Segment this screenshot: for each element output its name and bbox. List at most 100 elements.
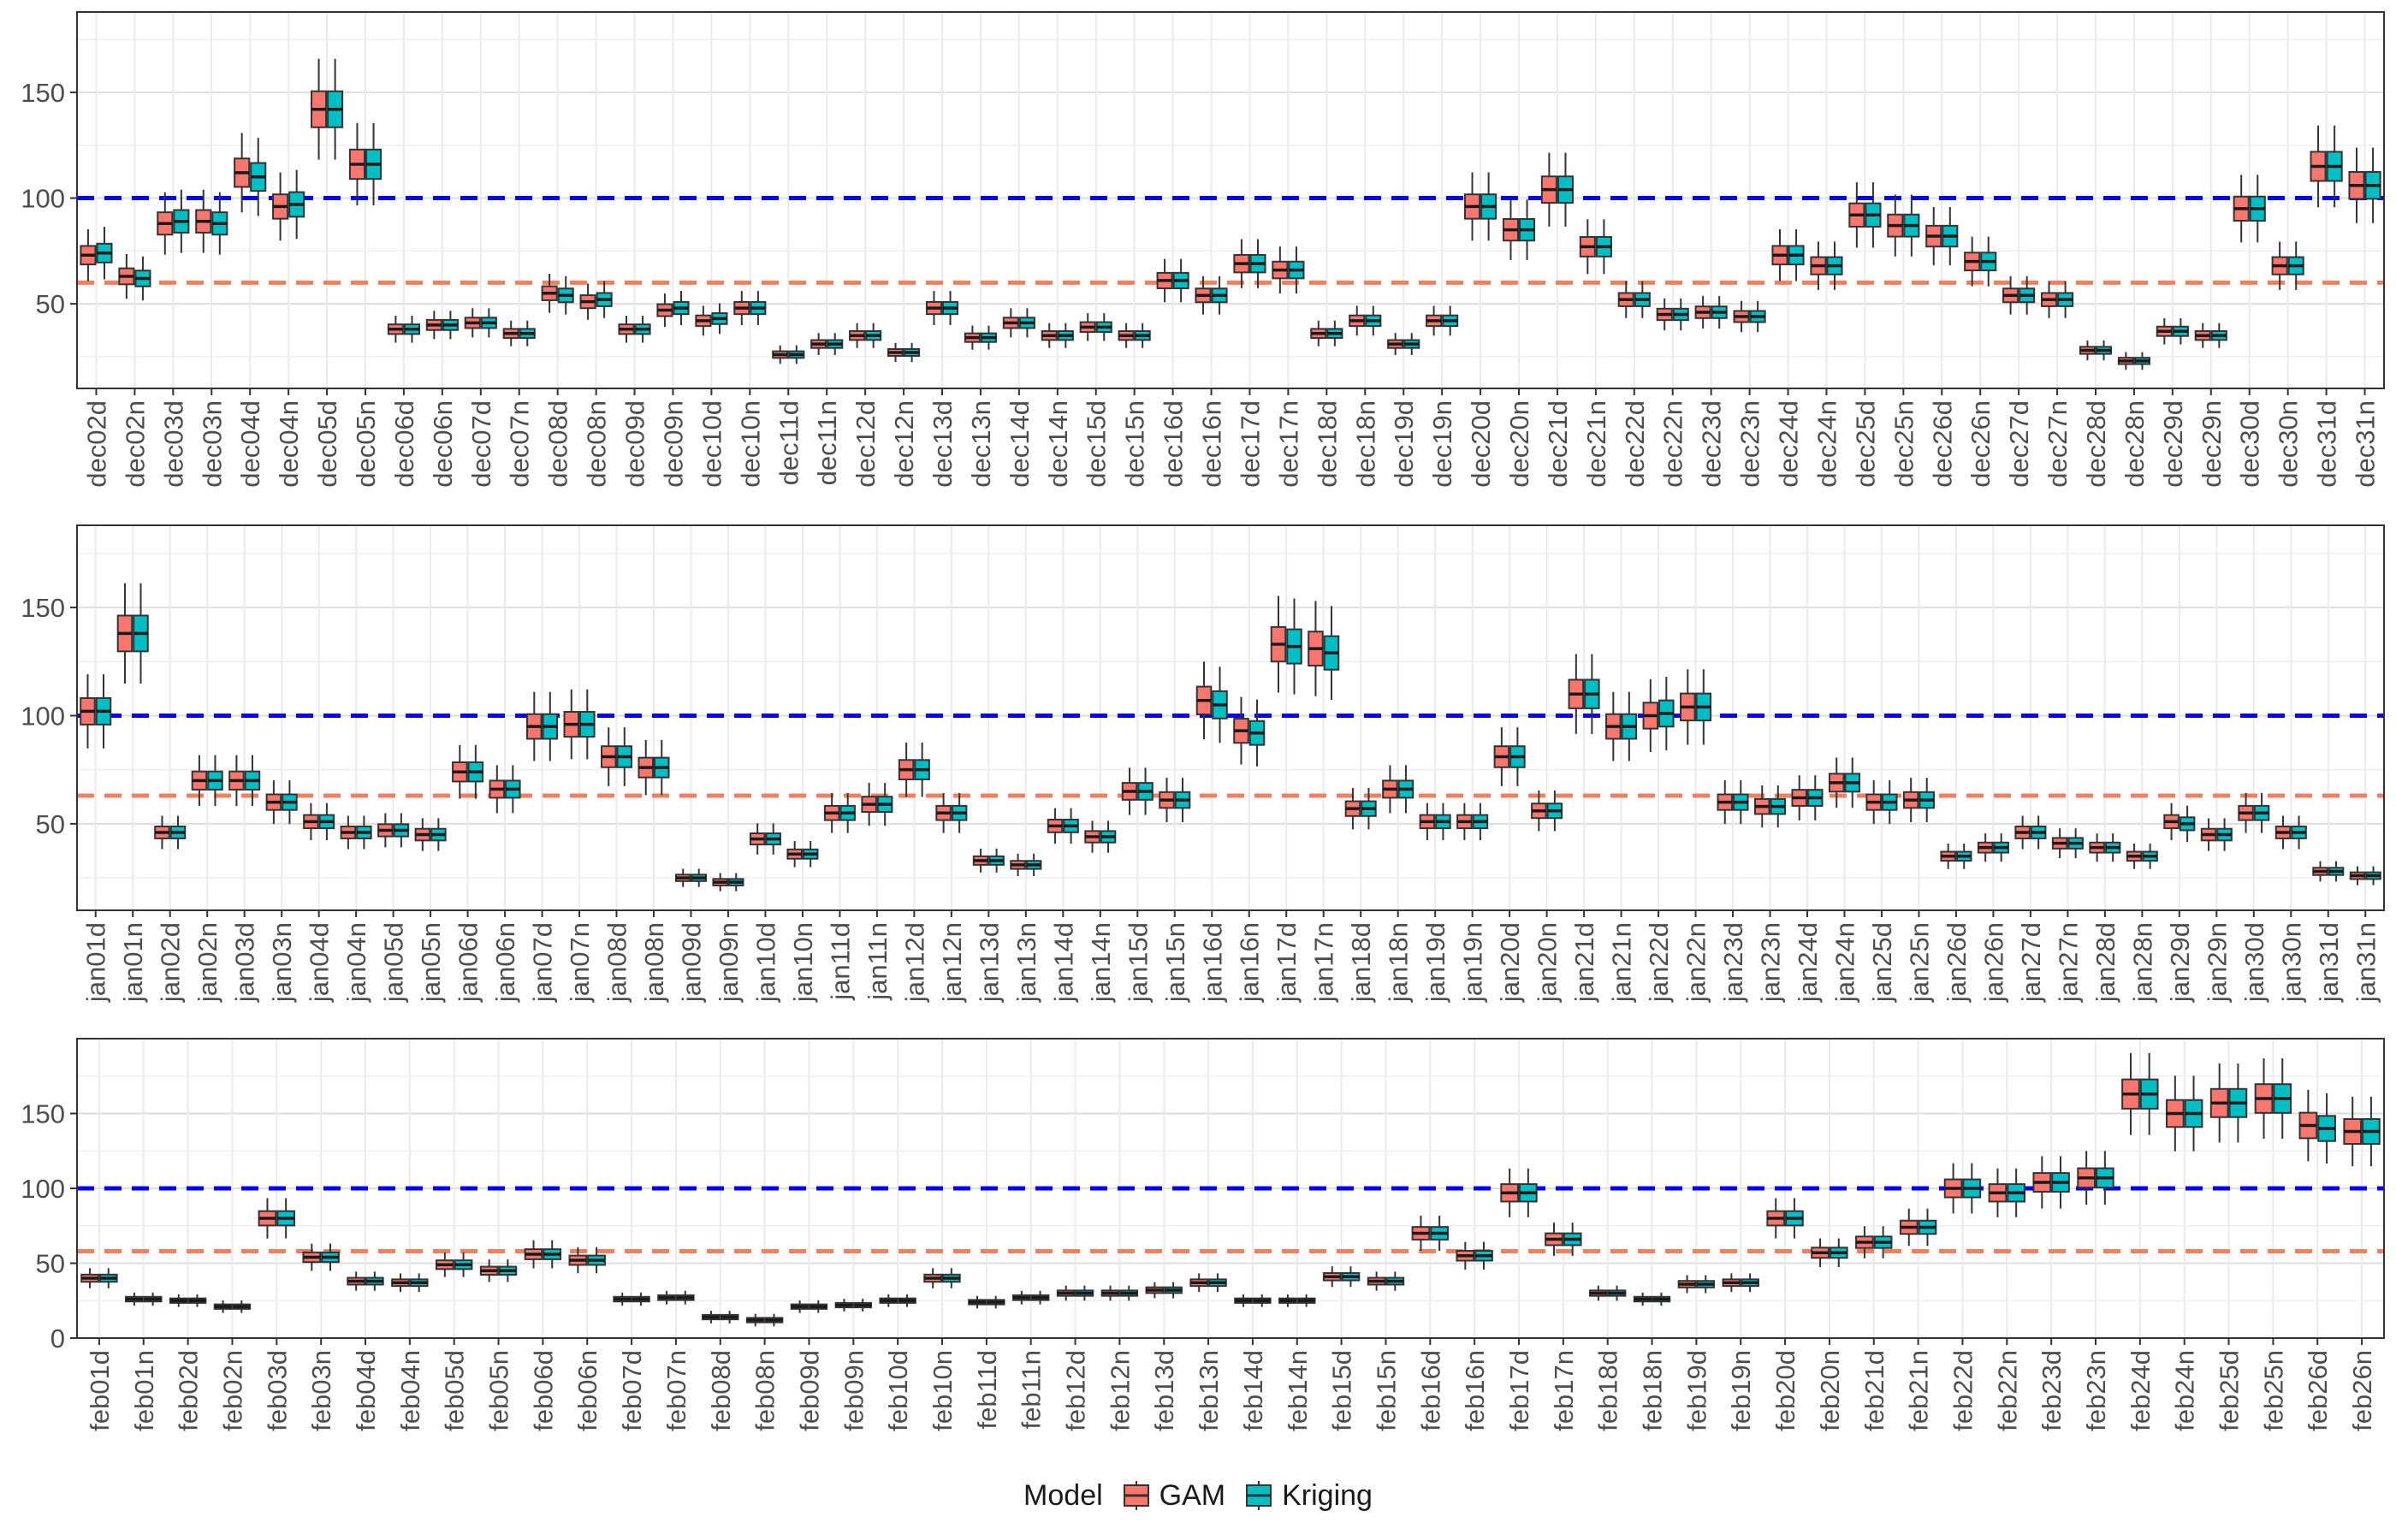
x-tick-label: dec07d	[466, 400, 496, 488]
x-tick-label: dec11n	[812, 400, 842, 485]
x-tick-label: jan06d	[454, 922, 483, 1003]
x-tick-label: jan26n	[1978, 922, 2008, 1003]
x-tick-label: dec29n	[2197, 400, 2227, 488]
x-tick-label: dec02n	[120, 400, 150, 488]
x-tick-label: dec25n	[1889, 400, 1919, 488]
x-tick-label: dec06n	[428, 400, 458, 488]
x-tick-label: dec13n	[966, 400, 996, 488]
x-tick-label: jan24d	[1793, 922, 1823, 1003]
x-tick-label: dec28d	[2081, 400, 2111, 488]
x-tick-label: dec06d	[389, 400, 419, 488]
panel-3: 0 50 100 150 feb01d feb01n feb02d feb02n feb03d f…	[21, 1038, 2385, 1431]
x-tick-label: jan18n	[1384, 922, 1414, 1003]
x-tick-label: dec05n	[351, 400, 381, 488]
x-tick-label: dec14n	[1043, 400, 1073, 488]
x-tick-label: jan31n	[2351, 922, 2381, 1003]
x-tick-label: feb22d	[1948, 1350, 1978, 1431]
x-tick-label: feb09n	[839, 1350, 869, 1431]
x-tick-label: dec16n	[1197, 400, 1227, 488]
x-tick-label: dec09d	[620, 400, 650, 488]
x-tick-label: jan16n	[1235, 922, 1265, 1003]
x-tick-label: feb25n	[2258, 1350, 2288, 1431]
x-tick-label: jan15d	[1123, 922, 1153, 1003]
x-tick-label: jan15n	[1160, 922, 1190, 1003]
x-tick-label: jan19d	[1420, 922, 1450, 1003]
legend-label-kriging: Kriging	[1282, 1478, 1373, 1512]
x-tick-label: feb01d	[85, 1350, 115, 1431]
legend-item-kriging: Kriging	[1244, 1479, 1373, 1513]
y-tick-label: 150	[21, 593, 65, 623]
x-tick-label: feb02d	[174, 1350, 204, 1431]
x-tick-label: feb09d	[794, 1350, 824, 1431]
x-tick-label: jan21d	[1569, 922, 1599, 1003]
x-tick-label: jan29n	[2202, 922, 2232, 1003]
x-tick-label: dec10n	[735, 400, 765, 488]
x-tick-label: dec08n	[582, 400, 612, 488]
x-tick-label: feb16d	[1415, 1350, 1445, 1431]
x-tick-label: dec19n	[1427, 400, 1457, 488]
x-tick-label: jan01n	[118, 922, 148, 1003]
x-tick-label: jan11d	[825, 922, 855, 1001]
x-tick-label: jan28d	[2091, 922, 2120, 1003]
x-tick-label: jan27n	[2053, 922, 2083, 1003]
x-tick-label: jan05n	[416, 922, 446, 1003]
x-tick-label: dec10d	[697, 400, 727, 488]
x-tick-label: dec04n	[274, 400, 304, 488]
x-tick-label: jan09n	[714, 922, 744, 1003]
x-tick-label: feb02n	[217, 1350, 247, 1431]
legend-title: Model	[1023, 1478, 1103, 1512]
x-tick-label: dec30n	[2274, 400, 2304, 488]
legend-key-kriging	[1246, 1481, 1272, 1510]
x-tick-label: jan18d	[1346, 922, 1376, 1003]
x-tick-label: jan03n	[267, 922, 297, 1003]
x-tick-label: jan27d	[2016, 922, 2046, 1003]
x-tick-label: dec17n	[1273, 400, 1303, 488]
legend-item-gam: GAM	[1122, 1479, 1225, 1513]
x-tick-label: feb05n	[484, 1350, 514, 1431]
x-tick-label: jan05d	[379, 922, 409, 1003]
x-tick-label: dec12d	[851, 400, 881, 488]
x-tick-label: jan29d	[2165, 922, 2195, 1003]
x-tick-label: feb19d	[1681, 1350, 1711, 1431]
x-tick-label: feb12n	[1105, 1350, 1135, 1431]
x-tick-label: dec22d	[1620, 400, 1650, 488]
x-tick-label: jan14n	[1086, 922, 1116, 1003]
x-tick-label: jan10d	[750, 922, 780, 1003]
x-tick-label: feb18d	[1593, 1350, 1623, 1431]
x-tick-label: jan17d	[1272, 922, 1302, 1003]
x-tick-label: feb23n	[2081, 1350, 2111, 1431]
x-tick-label: feb18n	[1638, 1350, 1668, 1431]
x-tick-label: dec11d	[774, 400, 804, 485]
x-tick-label: dec18n	[1350, 400, 1380, 488]
x-tick-label: jan20n	[1533, 922, 1563, 1003]
x-tick-label: feb15d	[1327, 1350, 1357, 1431]
x-tick-label: feb04d	[351, 1350, 381, 1431]
x-tick-label: feb20n	[1815, 1350, 1845, 1431]
x-tick-label: jan28n	[2127, 922, 2157, 1003]
x-tick-label: jan23n	[1756, 922, 1786, 1003]
x-tick-label: dec04d	[235, 400, 265, 488]
y-tick-label: 100	[21, 701, 65, 731]
x-tick-label: dec23n	[1735, 400, 1765, 488]
x-tick-label: dec05d	[312, 400, 342, 488]
x-tick-label: dec29d	[2158, 400, 2188, 488]
x-tick-label: dec02d	[81, 400, 111, 488]
x-tick-label: jan11n	[863, 922, 893, 1001]
y-tick-label: 50	[36, 809, 65, 839]
x-tick-label: jan30n	[2276, 922, 2306, 1003]
x-tick-label: dec13d	[928, 400, 958, 488]
x-tick-label: feb03d	[262, 1350, 292, 1431]
x-tick-label: jan07n	[565, 922, 595, 1003]
x-tick-label: feb08d	[706, 1350, 736, 1431]
x-tick-label: jan02n	[193, 922, 222, 1003]
x-tick-label: feb17d	[1504, 1350, 1534, 1431]
x-tick-label: jan06n	[490, 922, 520, 1003]
x-tick-label: dec17d	[1235, 400, 1265, 488]
panel-border	[76, 524, 2385, 911]
panel-border	[76, 1038, 2385, 1339]
x-tick-label: jan25d	[1867, 922, 1897, 1003]
x-tick-label: jan24n	[1830, 922, 1859, 1003]
x-tick-label: jan22d	[1644, 922, 1674, 1003]
